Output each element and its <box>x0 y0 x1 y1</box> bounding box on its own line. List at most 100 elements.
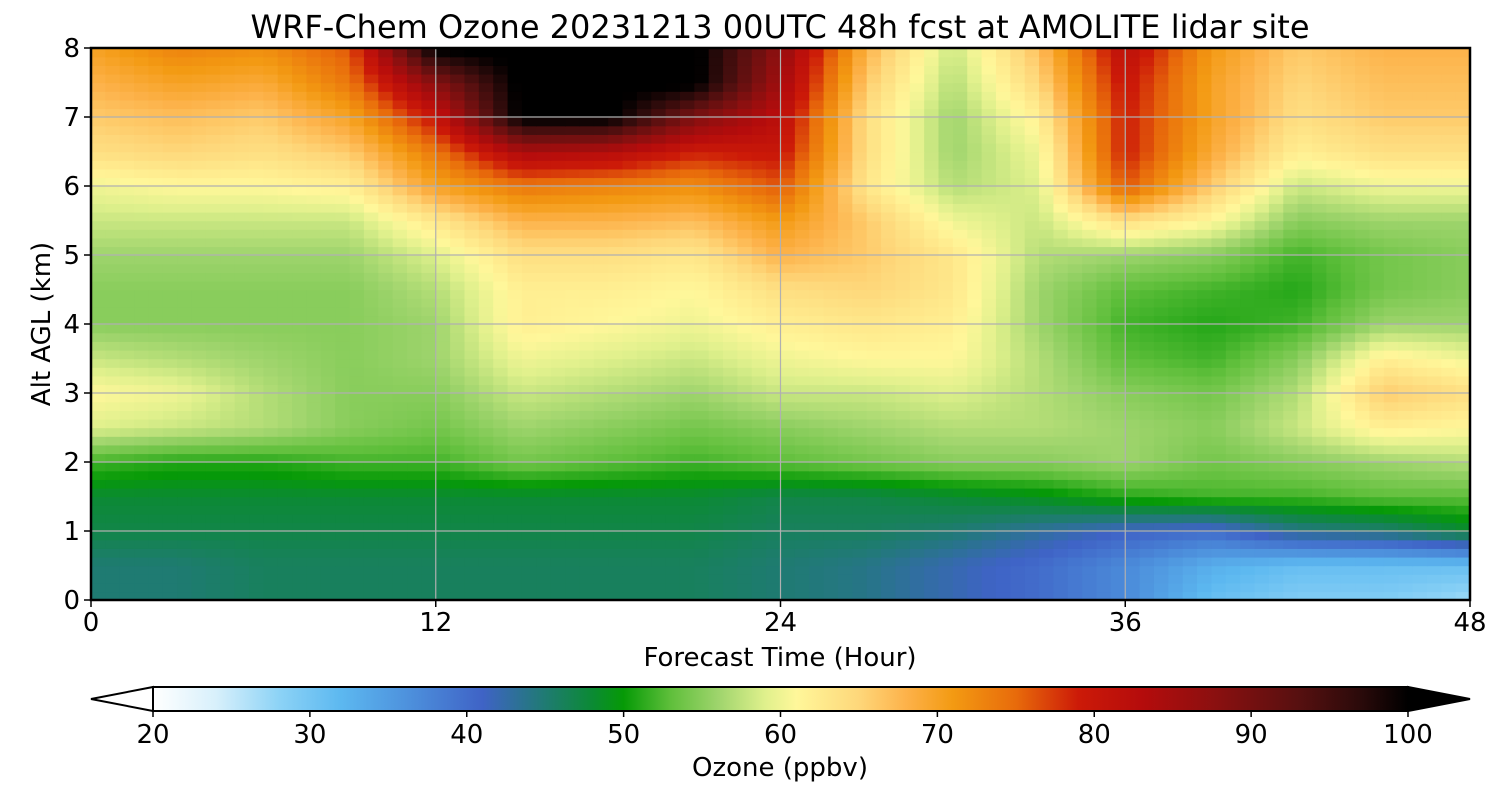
heatmap-cell <box>1010 152 1025 161</box>
heatmap-cell <box>1068 583 1083 592</box>
heatmap-cell <box>464 281 479 290</box>
heatmap-cell <box>1125 548 1140 557</box>
heatmap-cell <box>1398 376 1413 385</box>
heatmap-cell <box>436 238 451 247</box>
heatmap-cell <box>235 419 250 428</box>
heatmap-cell <box>637 255 652 264</box>
heatmap-cell <box>192 574 207 583</box>
heatmap-cell <box>364 341 379 350</box>
heatmap-cell <box>407 471 422 480</box>
heatmap-cell <box>924 497 939 506</box>
heatmap-cell <box>824 557 839 566</box>
heatmap-cell <box>795 410 810 419</box>
heatmap-cell <box>407 272 422 281</box>
heatmap-cell <box>536 264 551 273</box>
heatmap-cell <box>1111 367 1126 376</box>
heatmap-cell <box>666 393 681 402</box>
heatmap-cell <box>105 246 120 255</box>
heatmap-cell <box>91 376 106 385</box>
heatmap-cell <box>249 376 264 385</box>
heatmap-cell <box>1355 548 1370 557</box>
heatmap-cell <box>723 479 738 488</box>
heatmap-cell <box>1053 522 1068 531</box>
heatmap-cell <box>508 497 523 506</box>
heatmap-cell <box>1025 169 1040 178</box>
heatmap-cell <box>737 186 752 195</box>
heatmap-cell <box>249 195 264 204</box>
heatmap-cell <box>924 393 939 402</box>
heatmap-cell <box>393 367 408 376</box>
heatmap-cell <box>421 445 436 454</box>
heatmap-cell <box>1298 272 1313 281</box>
heatmap-cell <box>551 376 566 385</box>
heatmap-cell <box>1154 497 1169 506</box>
heatmap-cell <box>1269 522 1284 531</box>
heatmap-cell <box>163 298 178 307</box>
heatmap-cell <box>1053 298 1068 307</box>
heatmap-cell <box>594 315 609 324</box>
heatmap-cell <box>651 376 666 385</box>
heatmap-cell <box>1341 169 1356 178</box>
heatmap-cell <box>1283 177 1298 186</box>
heatmap-cell <box>407 531 422 540</box>
heatmap-cell <box>249 566 264 575</box>
heatmap-cell <box>91 152 106 161</box>
heatmap-cell <box>321 350 336 359</box>
heatmap-cell <box>565 453 580 462</box>
heatmap-cell <box>1427 238 1442 247</box>
heatmap-cell <box>292 497 307 506</box>
heatmap-cell <box>737 453 752 462</box>
heatmap-cell <box>867 453 882 462</box>
heatmap-cell <box>393 583 408 592</box>
heatmap-cell <box>694 169 709 178</box>
heatmap-cell <box>967 152 982 161</box>
heatmap-cell <box>1341 445 1356 454</box>
heatmap-cell <box>1068 229 1083 238</box>
heatmap-cell <box>278 169 293 178</box>
heatmap-cell <box>364 324 379 333</box>
heatmap-cell <box>1097 255 1112 264</box>
heatmap-cell <box>680 514 695 523</box>
heatmap-cell <box>91 419 106 428</box>
heatmap-cell <box>220 393 235 402</box>
heatmap-cell <box>1111 195 1126 204</box>
heatmap-cell <box>982 255 997 264</box>
heatmap-cell <box>1039 402 1054 411</box>
heatmap-cell <box>781 583 796 592</box>
heatmap-cell <box>709 402 724 411</box>
heatmap-cell <box>594 298 609 307</box>
heatmap-cell <box>1226 324 1241 333</box>
heatmap-cell <box>105 177 120 186</box>
heatmap-cell <box>881 583 896 592</box>
heatmap-cell <box>594 376 609 385</box>
heatmap-cell <box>709 290 724 299</box>
heatmap-cell <box>393 186 408 195</box>
heatmap-cell <box>1441 281 1456 290</box>
heatmap-cell <box>1326 471 1341 480</box>
heatmap-cell <box>1168 574 1183 583</box>
heatmap-cell <box>982 453 997 462</box>
heatmap-cell <box>1427 367 1442 376</box>
heatmap-cell <box>1413 341 1428 350</box>
heatmap-cell <box>824 453 839 462</box>
heatmap-cell <box>565 290 580 299</box>
heatmap-cell <box>148 186 163 195</box>
heatmap-cell <box>335 419 350 428</box>
heatmap-cell <box>924 428 939 437</box>
heatmap-cell <box>1154 505 1169 514</box>
heatmap-cell <box>1226 393 1241 402</box>
heatmap-cell <box>1312 350 1327 359</box>
heatmap-cell <box>350 384 365 393</box>
heatmap-cell <box>148 333 163 342</box>
heatmap-cell <box>809 557 824 566</box>
heatmap-cell <box>278 419 293 428</box>
heatmap-cell <box>1125 229 1140 238</box>
heatmap-cell <box>795 298 810 307</box>
heatmap-cell <box>393 255 408 264</box>
heatmap-cell <box>1068 281 1083 290</box>
heatmap-cell <box>1053 436 1068 445</box>
heatmap-cell <box>1341 341 1356 350</box>
heatmap-cell <box>1053 229 1068 238</box>
heatmap-cell <box>752 359 767 368</box>
heatmap-cell <box>1384 445 1399 454</box>
